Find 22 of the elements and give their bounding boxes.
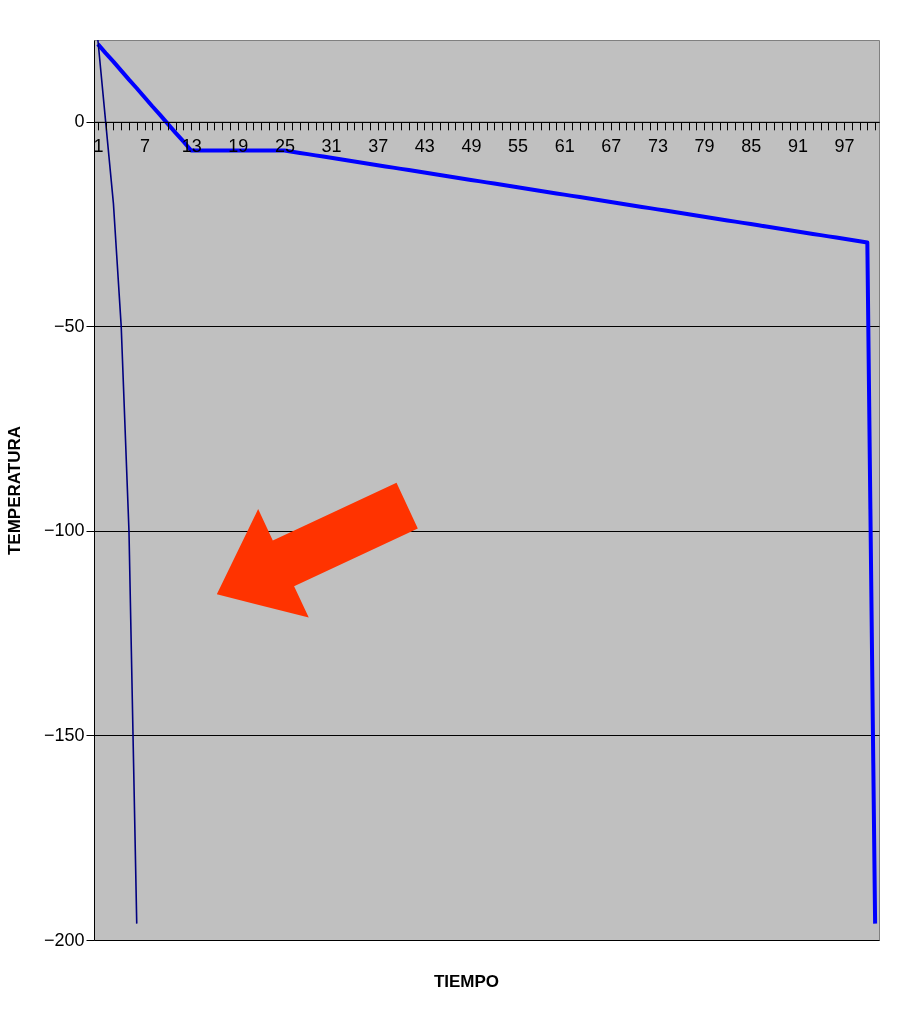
line-series: [97, 40, 138, 925]
y-tick-label: −100: [43, 520, 85, 541]
y-tick-label: −150: [43, 724, 85, 745]
x-tick-label: 73: [647, 136, 669, 157]
y-tick-label: −200: [43, 929, 85, 950]
x-tick-label: 43: [414, 136, 435, 157]
x-tick-label: 7: [140, 136, 151, 157]
y-tick-label: 0: [74, 111, 85, 132]
x-tick-label: 37: [368, 136, 389, 157]
x-tick-label: 85: [741, 136, 762, 157]
x-tick-label: 1: [93, 136, 104, 157]
x-tick-label: 91: [787, 136, 808, 157]
x-tick-label: 61: [554, 136, 575, 157]
x-tick-label: 31: [321, 136, 342, 157]
x-tick-label: 55: [508, 136, 529, 157]
y-axis-title: TEMPERATURA: [4, 425, 24, 556]
x-tick-label: 79: [694, 136, 715, 157]
x-tick-label: 97: [834, 136, 855, 157]
x-axis-title: TIEMPO: [433, 972, 500, 991]
x-tick-label: 49: [461, 136, 482, 157]
y-tick-label: −50: [53, 315, 85, 336]
x-tick-label: 67: [601, 136, 622, 157]
